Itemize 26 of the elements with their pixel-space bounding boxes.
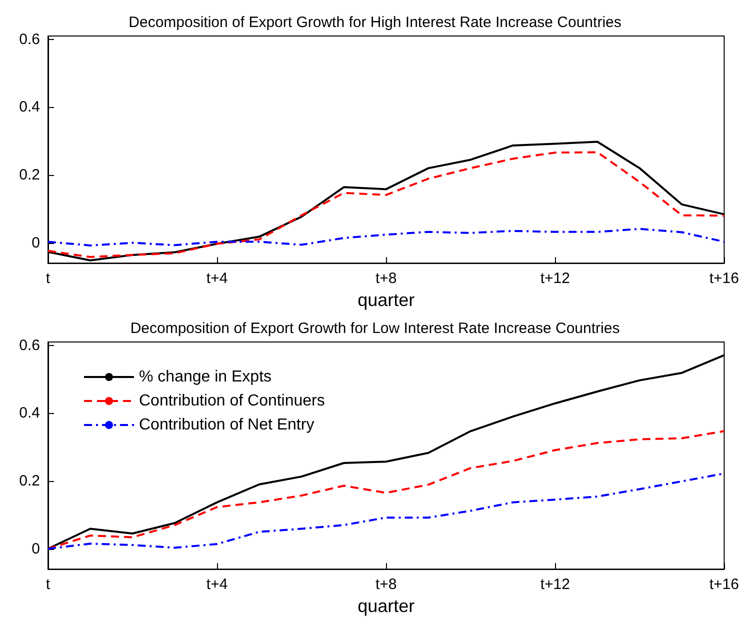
legend-label: Contribution of Continuers — [139, 392, 325, 410]
y-tick-label: 0.2 — [19, 166, 40, 184]
x-tick-label: t+8 — [375, 576, 397, 594]
x-tick-label: t+16 — [709, 270, 740, 288]
y-tick-label: 0 — [32, 234, 40, 252]
y-tick-label: 0.4 — [19, 98, 40, 116]
x-axis-title: quarter — [358, 290, 415, 310]
x-tick-label: t — [46, 576, 51, 594]
x-tick-label: t+8 — [375, 270, 397, 288]
x-tick-label: t+16 — [709, 576, 740, 594]
x-tick-label: t+12 — [540, 576, 570, 594]
legend-label: Contribution of Net Entry — [139, 416, 314, 434]
y-tick-label: 0.2 — [19, 472, 40, 490]
chart-title: Decomposition of Export Growth for High Interest Rate Increase Countries — [128, 14, 622, 31]
x-axis-title: quarter — [358, 596, 415, 616]
line-series — [47, 228, 726, 246]
y-tick-label: 0.4 — [19, 404, 40, 422]
chart-title: Decomposition of Export Growth for Low Interest Rate Increase Countries — [130, 320, 620, 337]
x-tick-label: t+12 — [540, 270, 570, 288]
y-tick-label: 0 — [32, 540, 40, 558]
x-tick-label: t+4 — [206, 270, 228, 288]
x-tick-label: t — [46, 270, 51, 288]
legend-label: % change in Expts — [139, 368, 272, 386]
y-tick-label: 0.6 — [19, 336, 40, 354]
y-tick-label: 0.6 — [19, 30, 40, 48]
x-tick-label: t+4 — [206, 576, 228, 594]
